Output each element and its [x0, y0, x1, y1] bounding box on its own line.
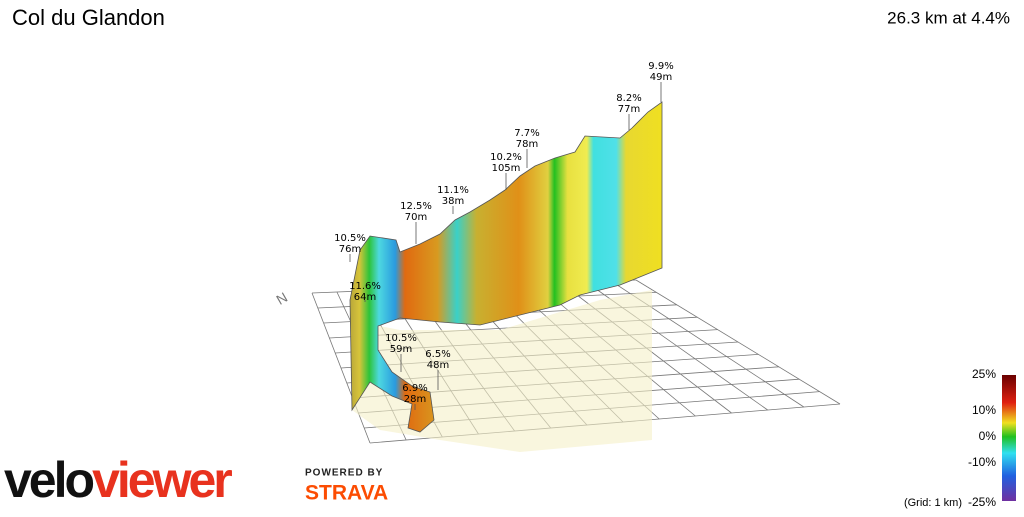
legend: 25% 10% 0% -10% -25% [968, 367, 996, 509]
annotation-length: 105m [492, 163, 521, 174]
scale-label: 25% [972, 367, 996, 381]
powered-by: POWERED BY [305, 468, 383, 479]
annotations: 9.9%49m 8.2%77m 7.7%78m 10.2%105m 11.1%38m 12… [334, 61, 674, 410]
annotation-grade: 10.2% [490, 152, 522, 163]
annotation-grade: 6.5% [425, 349, 450, 360]
annotation-grade: 10.5% [385, 333, 417, 344]
grid-note: (Grid: 1 km) [904, 497, 962, 509]
annotation-length: 49m [650, 72, 672, 83]
scale-label: -25% [968, 495, 996, 509]
annotation-length: 64m [354, 292, 376, 303]
annotation-grade: 11.6% [349, 281, 381, 292]
logo-end: viewer [92, 452, 232, 508]
annotation-length: 38m [442, 196, 464, 207]
annotation-length: 48m [427, 360, 449, 371]
compass: N [273, 289, 290, 308]
annotation-length: 59m [390, 344, 412, 355]
elevation-wall [349, 101, 663, 433]
title: Col du Glandon [12, 5, 165, 30]
annotation-grade: 7.7% [514, 128, 539, 139]
annotation-grade: 10.5% [334, 233, 366, 244]
logo: veloviewer [4, 452, 232, 508]
annotation-grade: 6.9% [402, 383, 427, 394]
annotation-grade: 9.9% [648, 61, 673, 72]
annotation-grade: 12.5% [400, 201, 432, 212]
annotation-grade: 8.2% [616, 93, 641, 104]
partner-logo: STRAVA [305, 482, 388, 505]
scale-label: 10% [972, 403, 996, 417]
annotation-length: 78m [516, 139, 538, 150]
summary: 26.3 km at 4.4% [887, 8, 1010, 27]
annotation-length: 77m [618, 104, 640, 115]
annotation-length: 70m [405, 212, 427, 223]
gradient-scale [1002, 375, 1016, 501]
annotation-length: 76m [339, 244, 361, 255]
logo-start: velo [4, 452, 94, 508]
annotation-grade: 11.1% [437, 185, 469, 196]
annotation-length: 28m [404, 394, 426, 405]
scale-label: 0% [979, 429, 997, 443]
scale-label: -10% [968, 455, 996, 469]
